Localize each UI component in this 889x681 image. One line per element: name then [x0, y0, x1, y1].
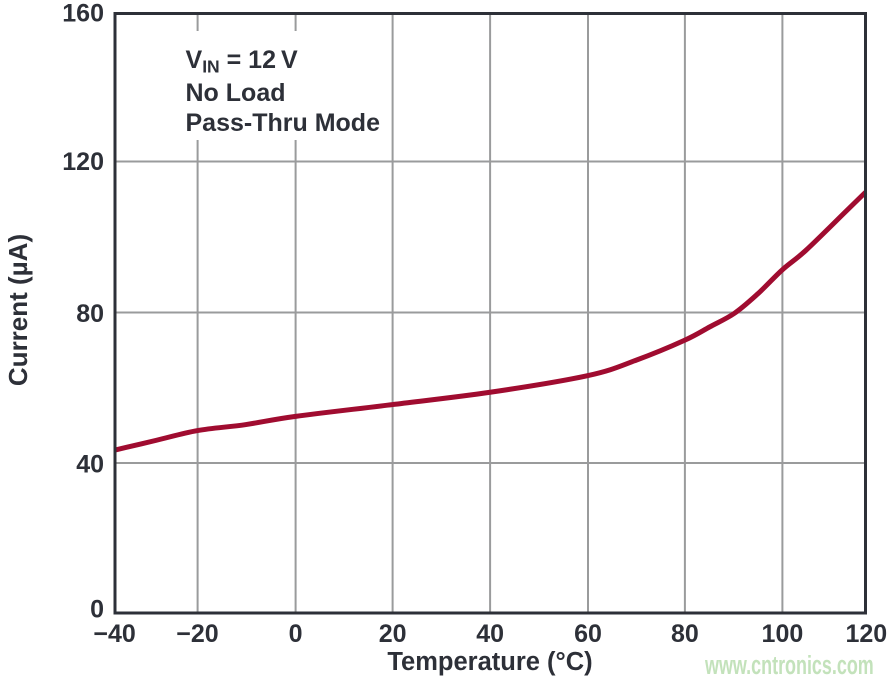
svg-text:0: 0	[289, 620, 303, 648]
svg-text:Pass-Thru Mode: Pass-Thru Mode	[186, 109, 381, 137]
svg-text:40: 40	[76, 450, 104, 478]
svg-text:80: 80	[671, 620, 699, 648]
svg-text:120: 120	[62, 148, 104, 176]
svg-text:120: 120	[845, 620, 887, 648]
svg-text:−20: −20	[176, 620, 218, 648]
svg-text:100: 100	[762, 620, 804, 648]
svg-text:40: 40	[476, 620, 504, 648]
svg-text:−40: −40	[93, 620, 135, 648]
svg-text:80: 80	[76, 300, 104, 328]
svg-text:www.cntronics.com: www.cntronics.com	[704, 651, 874, 680]
svg-text:0: 0	[90, 595, 104, 623]
svg-text:160: 160	[62, 0, 104, 27]
svg-text:No Load: No Load	[186, 79, 286, 107]
svg-text:60: 60	[574, 620, 602, 648]
svg-text:Current (µA): Current (µA)	[3, 234, 33, 386]
svg-text:Temperature (°C): Temperature (°C)	[387, 648, 592, 676]
svg-text:20: 20	[379, 620, 407, 648]
